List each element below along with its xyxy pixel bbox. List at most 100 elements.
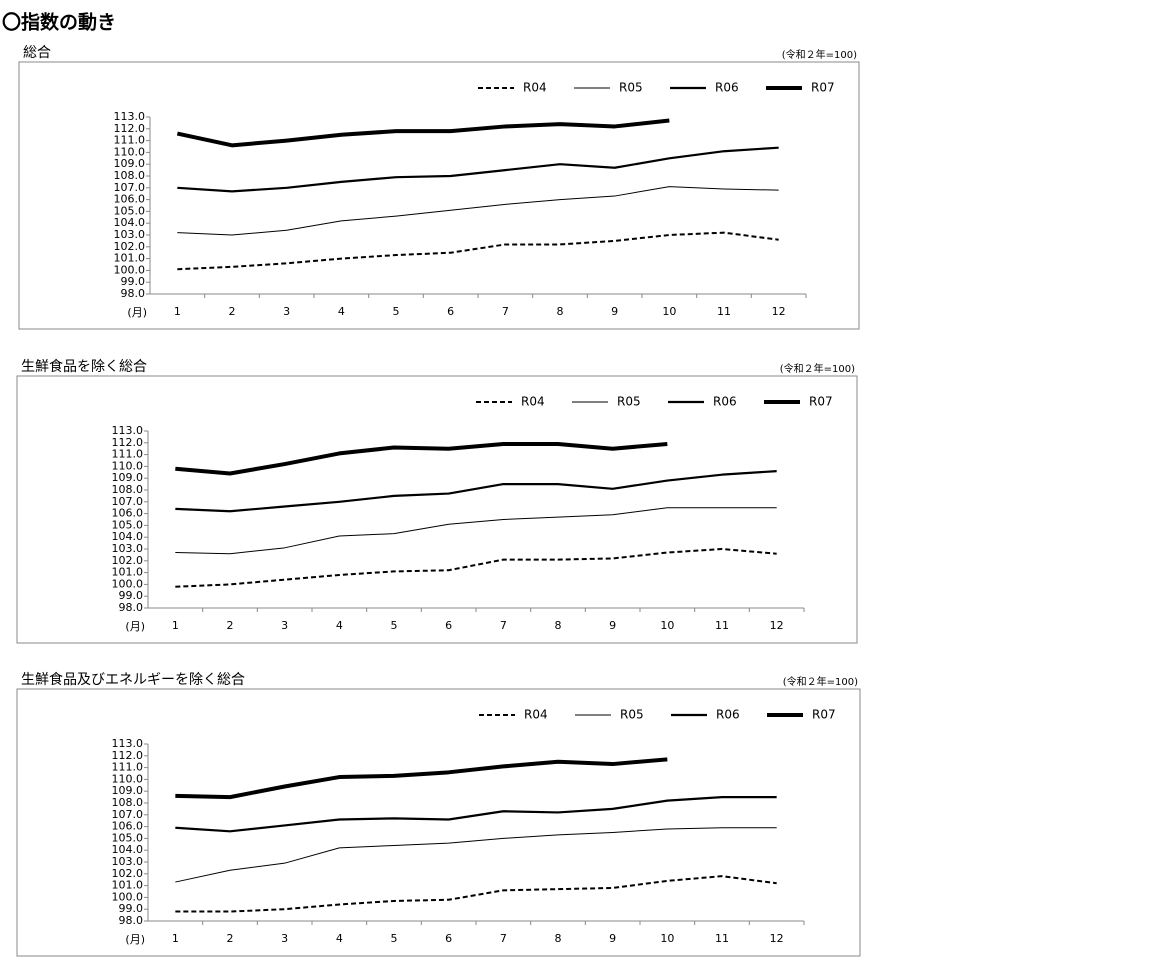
x-tick-label: 12 — [770, 619, 784, 632]
series-line — [175, 875, 777, 913]
y-tick-label: 100.0 — [112, 577, 144, 590]
legend-label: R06 — [716, 708, 740, 722]
y-tick-label: 108.0 — [112, 483, 144, 496]
legend-label: R06 — [713, 395, 737, 409]
x-tick-label: 6 — [445, 619, 452, 632]
series-line — [175, 827, 777, 883]
y-tick-label: 103.0 — [112, 542, 144, 555]
x-tick-label: 8 — [557, 305, 564, 318]
y-tick-label: 110.0 — [112, 459, 144, 472]
y-tick-label: 104.0 — [114, 216, 146, 229]
y-tick-label: 105.0 — [112, 831, 144, 844]
y-tick-label: 102.0 — [112, 554, 144, 567]
legend-label: R05 — [617, 395, 641, 409]
x-tick-label: 11 — [715, 932, 729, 945]
y-tick-label: 110.0 — [114, 145, 146, 158]
legend-label: R04 — [521, 395, 545, 409]
legend-label: R04 — [524, 708, 548, 722]
unit-note: (令和２年=100) — [783, 675, 858, 688]
y-tick-label: 98.0 — [119, 914, 144, 927]
y-tick-label: 106.0 — [114, 193, 146, 206]
y-tick-label: 100.0 — [112, 890, 144, 903]
y-tick-label: 100.0 — [114, 263, 146, 276]
y-tick-label: 98.0 — [119, 601, 144, 614]
y-tick-label: 107.0 — [114, 181, 146, 194]
chart-title: 総合 — [23, 45, 51, 61]
x-tick-label: 12 — [770, 932, 784, 945]
x-tick-label: 11 — [715, 619, 729, 632]
y-tick-label: 112.0 — [112, 436, 144, 449]
y-tick-label: 113.0 — [114, 110, 146, 123]
x-axis-label: (月) — [127, 306, 147, 319]
y-tick-label: 99.0 — [119, 589, 144, 602]
x-tick-label: 5 — [391, 619, 398, 632]
x-tick-label: 10 — [660, 932, 674, 945]
x-tick-label: 6 — [447, 305, 454, 318]
series-line — [177, 186, 779, 236]
x-tick-label: 8 — [555, 932, 562, 945]
y-tick-label: 110.0 — [112, 772, 144, 785]
y-tick-label: 109.0 — [112, 784, 144, 797]
x-tick-label: 1 — [172, 932, 179, 945]
y-tick-label: 98.0 — [121, 287, 146, 300]
y-tick-label: 113.0 — [112, 424, 144, 437]
x-axis-label: (月) — [125, 620, 145, 633]
y-tick-label: 99.0 — [121, 275, 146, 288]
x-tick-label: 9 — [609, 619, 616, 632]
x-tick-label: 11 — [717, 305, 731, 318]
y-tick-label: 106.0 — [112, 507, 144, 520]
page-heading: 〇指数の動き — [2, 11, 116, 34]
y-tick-label: 106.0 — [112, 820, 144, 833]
series-line — [175, 548, 777, 588]
chart-title: 生鮮食品及びエネルギーを除く総合 — [21, 671, 245, 688]
y-tick-label: 101.0 — [112, 566, 144, 579]
x-tick-label: 2 — [227, 619, 234, 632]
chart-frame — [16, 375, 858, 644]
series-line — [177, 146, 779, 193]
x-tick-label: 3 — [281, 932, 288, 945]
y-tick-label: 108.0 — [112, 796, 144, 809]
x-tick-label: 3 — [283, 305, 290, 318]
y-tick-label: 108.0 — [114, 169, 146, 182]
x-tick-label: 5 — [393, 305, 400, 318]
y-tick-label: 111.0 — [114, 134, 146, 147]
x-tick-label: 7 — [502, 305, 509, 318]
x-tick-label: 9 — [611, 305, 618, 318]
y-tick-label: 113.0 — [112, 737, 144, 750]
y-tick-label: 109.0 — [112, 471, 144, 484]
x-tick-label: 4 — [336, 619, 343, 632]
x-tick-label: 4 — [338, 305, 345, 318]
series-line — [175, 507, 777, 555]
y-tick-label: 102.0 — [114, 240, 146, 253]
unit-note: (令和２年=100) — [780, 362, 855, 375]
legend-label: R06 — [715, 81, 739, 95]
x-axis-label: (月) — [125, 933, 145, 946]
x-tick-label: 4 — [336, 932, 343, 945]
x-tick-label: 9 — [609, 932, 616, 945]
x-tick-label: 2 — [227, 932, 234, 945]
x-tick-label: 8 — [555, 619, 562, 632]
y-tick-label: 103.0 — [112, 855, 144, 868]
x-tick-label: 10 — [662, 305, 676, 318]
y-tick-label: 103.0 — [114, 228, 146, 241]
chart-frame — [18, 61, 860, 330]
series-line — [175, 757, 668, 800]
legend-label: R05 — [620, 708, 644, 722]
x-tick-label: 1 — [174, 305, 181, 318]
x-tick-label: 12 — [772, 305, 786, 318]
legend-label: R07 — [812, 708, 836, 722]
y-tick-label: 112.0 — [112, 749, 144, 762]
y-tick-label: 104.0 — [112, 530, 144, 543]
y-tick-label: 112.0 — [114, 122, 146, 135]
y-tick-label: 101.0 — [114, 252, 146, 265]
x-tick-label: 10 — [660, 619, 674, 632]
legend-label: R04 — [523, 81, 547, 95]
series-line — [175, 796, 777, 833]
series-line — [175, 470, 777, 513]
x-tick-label: 3 — [281, 619, 288, 632]
y-tick-label: 107.0 — [112, 808, 144, 821]
legend-label: R05 — [619, 81, 643, 95]
y-tick-label: 111.0 — [112, 761, 144, 774]
chart-title: 生鮮食品を除く総合 — [21, 358, 147, 375]
x-tick-label: 6 — [445, 932, 452, 945]
